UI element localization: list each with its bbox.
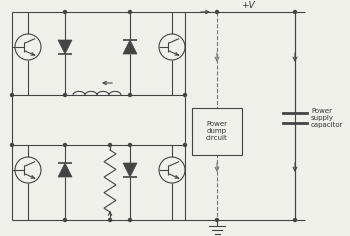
Circle shape — [108, 219, 112, 222]
Polygon shape — [58, 163, 72, 177]
Bar — [192, 108, 242, 155]
Text: Power
dump
circuit: Power dump circuit — [206, 122, 228, 142]
Circle shape — [128, 93, 132, 97]
Circle shape — [216, 10, 218, 13]
Polygon shape — [123, 40, 137, 54]
Circle shape — [63, 93, 66, 97]
Circle shape — [128, 10, 132, 13]
Circle shape — [294, 10, 296, 13]
Text: Power
supply
capacitor: Power supply capacitor — [311, 108, 343, 128]
Circle shape — [108, 143, 112, 147]
Polygon shape — [123, 163, 137, 177]
Text: +V: +V — [241, 1, 255, 10]
Circle shape — [128, 219, 132, 222]
Polygon shape — [58, 40, 72, 54]
Circle shape — [128, 143, 132, 147]
Circle shape — [63, 143, 66, 147]
Circle shape — [183, 93, 187, 97]
Circle shape — [216, 219, 218, 222]
Circle shape — [183, 143, 187, 147]
Circle shape — [294, 219, 296, 222]
Circle shape — [10, 143, 14, 147]
Circle shape — [63, 219, 66, 222]
Circle shape — [63, 10, 66, 13]
Circle shape — [10, 93, 14, 97]
